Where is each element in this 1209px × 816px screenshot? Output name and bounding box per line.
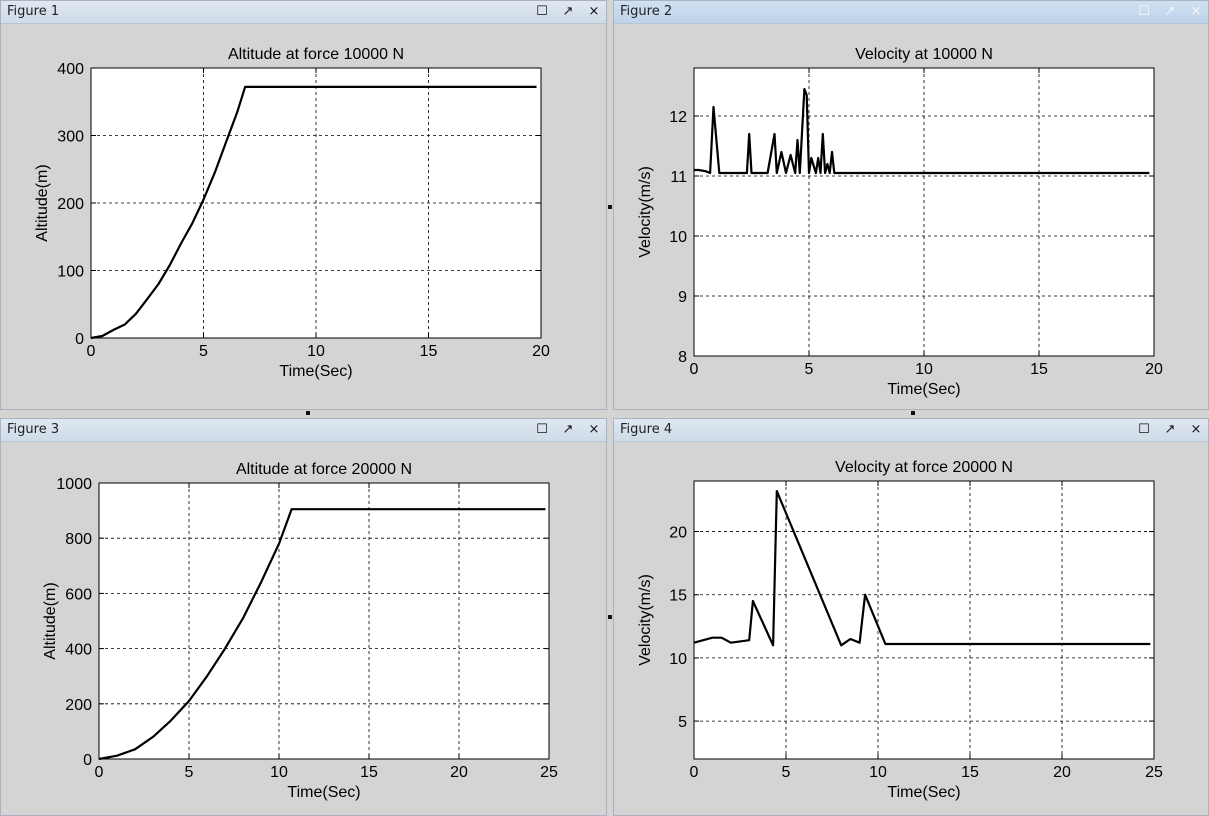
splitter-handle[interactable] bbox=[608, 205, 612, 209]
x-axis-label: Time(Sec) bbox=[887, 381, 960, 398]
figure-2-window: Figure 2 ☐ ↗ × 0 5 10 15 20 8 9 10 11 12 Velocity … bbox=[613, 0, 1209, 410]
x-tick-label: 0 bbox=[690, 361, 699, 378]
x-tick-label: 5 bbox=[782, 764, 791, 781]
undock-icon[interactable]: ↗ bbox=[562, 422, 574, 437]
y-tick-label: 0 bbox=[83, 752, 92, 769]
x-tick-label: 10 bbox=[915, 361, 933, 378]
splitter-handle[interactable] bbox=[911, 411, 915, 415]
figure-4-title: Figure 4 bbox=[620, 422, 673, 437]
y-tick-label: 400 bbox=[57, 61, 84, 78]
x-tick-label: 20 bbox=[1053, 764, 1071, 781]
x-tick-label: 20 bbox=[450, 764, 468, 781]
chart-title: Velocity at force 20000 N bbox=[835, 459, 1013, 476]
x-tick-label: 15 bbox=[961, 764, 979, 781]
x-tick-label: 25 bbox=[1145, 764, 1163, 781]
y-tick-label: 11 bbox=[670, 169, 687, 186]
maximize-icon[interactable]: ☐ bbox=[536, 4, 548, 19]
y-tick-label: 0 bbox=[75, 331, 84, 348]
y-tick-label: 800 bbox=[65, 531, 92, 548]
plot-area bbox=[694, 481, 1154, 759]
figure-3-titlebar[interactable]: Figure 3 ☐ ↗ × bbox=[1, 419, 606, 442]
y-axis-label: Velocity(m/s) bbox=[637, 166, 654, 258]
close-icon[interactable]: × bbox=[588, 422, 600, 437]
figure-4-titlebar[interactable]: Figure 4 ☐ ↗ × bbox=[614, 419, 1208, 442]
figure-3-window: Figure 3 ☐ ↗ × 0 5 10 15 20 25 0 200 400 600 800 10… bbox=[0, 418, 607, 816]
x-axis-label: Time(Sec) bbox=[287, 784, 360, 801]
figure-3-title: Figure 3 bbox=[7, 422, 60, 437]
x-tick-label: 15 bbox=[360, 764, 378, 781]
y-axis-label: Velocity(m/s) bbox=[637, 574, 654, 666]
chart-2: 0 5 10 15 20 8 9 10 11 12 Velocity at 10000 N Time(… bbox=[637, 46, 1163, 398]
x-tick-label: 5 bbox=[199, 343, 208, 360]
x-tick-label: 10 bbox=[307, 343, 325, 360]
maximize-icon[interactable]: ☐ bbox=[1138, 422, 1150, 437]
x-tick-label: 0 bbox=[95, 764, 104, 781]
y-tick-label: 10 bbox=[669, 229, 687, 246]
y-tick-label: 400 bbox=[65, 642, 92, 659]
x-tick-label: 10 bbox=[270, 764, 288, 781]
splitter-handle[interactable] bbox=[608, 615, 612, 619]
figure-2-titlebar[interactable]: Figure 2 ☐ ↗ × bbox=[614, 1, 1208, 24]
x-tick-label: 0 bbox=[690, 764, 699, 781]
x-tick-label: 0 bbox=[87, 343, 96, 360]
x-tick-label: 20 bbox=[1145, 361, 1163, 378]
chart-title: Altitude at force 10000 N bbox=[228, 46, 404, 63]
y-tick-label: 8 bbox=[678, 349, 687, 366]
y-axis-label: Altitude(m) bbox=[42, 582, 59, 659]
y-axis-label: Altitude(m) bbox=[34, 164, 51, 241]
splitter-handle[interactable] bbox=[306, 411, 310, 415]
axes-box bbox=[98, 482, 550, 760]
y-tick-label: 300 bbox=[57, 129, 84, 146]
y-tick-label: 15 bbox=[669, 588, 687, 605]
series-line bbox=[694, 87, 1150, 175]
figure-1-titlebar[interactable]: Figure 1 ☐ ↗ × bbox=[1, 1, 606, 24]
y-tick-label: 200 bbox=[57, 196, 84, 213]
y-tick-label: 600 bbox=[65, 586, 92, 603]
x-tick-label: 15 bbox=[1030, 361, 1048, 378]
x-tick-label: 10 bbox=[869, 764, 887, 781]
chart-3: 0 5 10 15 20 25 0 200 400 600 800 1000 Altitude at f… bbox=[42, 461, 558, 801]
close-icon[interactable]: × bbox=[588, 4, 600, 19]
y-tick-label: 200 bbox=[65, 697, 92, 714]
y-tick-label: 1000 bbox=[56, 476, 92, 493]
x-tick-label: 5 bbox=[185, 764, 194, 781]
y-tick-label: 9 bbox=[678, 289, 687, 306]
undock-icon[interactable]: ↗ bbox=[562, 4, 574, 19]
maximize-icon[interactable]: ☐ bbox=[536, 422, 548, 437]
plot-area bbox=[99, 483, 549, 759]
x-axis-label: Time(Sec) bbox=[887, 784, 960, 801]
chart-4: 0 5 10 15 20 25 5 10 15 20 Velocity at force 20000… bbox=[637, 459, 1163, 801]
figure-4-window: Figure 4 ☐ ↗ × 0 5 10 15 20 25 5 10 15 20 Velocity… bbox=[613, 418, 1209, 816]
figure-2-title: Figure 2 bbox=[620, 4, 673, 19]
maximize-icon[interactable]: ☐ bbox=[1138, 4, 1150, 19]
x-tick-label: 20 bbox=[532, 343, 550, 360]
figure-1-title: Figure 1 bbox=[7, 4, 60, 19]
axes-box bbox=[693, 480, 1155, 760]
figure-1-window: Figure 1 ☐ ↗ × 0 5 10 15 20 0 100 200 300 400 Alti… bbox=[0, 0, 607, 410]
y-tick-label: 20 bbox=[669, 525, 687, 542]
x-tick-label: 5 bbox=[805, 361, 814, 378]
chart-title: Velocity at 10000 N bbox=[855, 46, 993, 63]
series-line bbox=[693, 489, 1151, 647]
series-line bbox=[90, 85, 537, 340]
y-tick-label: 5 bbox=[678, 714, 687, 731]
close-icon[interactable]: × bbox=[1190, 4, 1202, 19]
series-line bbox=[98, 508, 546, 761]
y-tick-label: 100 bbox=[57, 264, 84, 281]
undock-icon[interactable]: ↗ bbox=[1164, 422, 1176, 437]
x-axis-label: Time(Sec) bbox=[279, 363, 352, 380]
y-tick-label: 12 bbox=[669, 109, 687, 126]
chart-title: Altitude at force 20000 N bbox=[236, 461, 412, 478]
x-tick-label: 15 bbox=[420, 343, 438, 360]
undock-icon[interactable]: ↗ bbox=[1164, 4, 1176, 19]
y-tick-label: 10 bbox=[669, 651, 687, 668]
close-icon[interactable]: × bbox=[1190, 422, 1202, 437]
x-tick-label: 25 bbox=[540, 764, 558, 781]
